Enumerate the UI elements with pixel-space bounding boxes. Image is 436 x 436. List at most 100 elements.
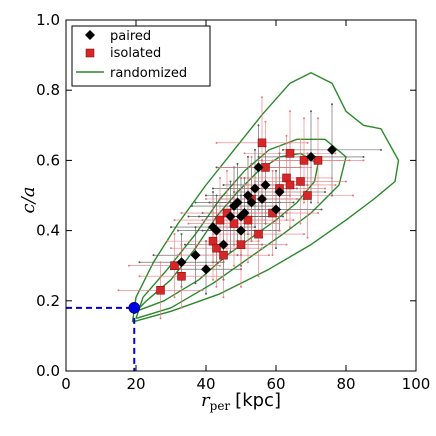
paired-point-13	[246, 197, 257, 208]
isolated-errcap	[292, 219, 295, 222]
isolated-errcap	[173, 233, 176, 236]
isolated-errcap	[212, 201, 214, 204]
x-tick-label: 40	[196, 375, 215, 393]
isolated-errcap	[289, 141, 291, 144]
legend-item-isolated: isolated	[85, 46, 161, 61]
isolated-errcap	[117, 289, 120, 292]
isolated-errcap	[268, 254, 270, 257]
isolated-errcap	[243, 183, 246, 186]
isolated-errcap	[233, 264, 235, 267]
paired-point-10	[236, 225, 246, 236]
isolated-point-23	[313, 156, 323, 165]
isolated-errcap	[233, 187, 235, 190]
isolated-errcap	[299, 138, 302, 141]
legend-label-isolated: isolated	[110, 46, 161, 61]
y-tick-label: 0.2	[36, 292, 60, 310]
isolated-errcap	[299, 222, 302, 225]
paired-errcap	[282, 215, 284, 218]
legend-label-randomized: randomized	[110, 66, 187, 81]
isolated-errcap	[219, 166, 221, 169]
isolated-errcap	[159, 317, 162, 320]
isolated-errcap	[166, 240, 169, 243]
isolated-errcap	[334, 183, 337, 186]
y-tick-label: 0.4	[36, 222, 60, 240]
paired-errcap	[247, 155, 249, 158]
paired-errcap	[138, 261, 141, 264]
isolated-errcap	[219, 261, 221, 264]
isolated-point-2	[177, 271, 186, 281]
paired-errcap	[215, 166, 218, 169]
isolated-errcap	[317, 212, 319, 215]
paired-point-17	[260, 179, 271, 190]
isolated-errcap	[215, 141, 218, 144]
paired-errcap	[191, 205, 193, 208]
isolated-errcap	[173, 296, 176, 299]
isolated-point-22	[303, 191, 312, 200]
isolated-point-21	[299, 156, 309, 165]
isolated-point-8	[229, 219, 239, 228]
paired-errcap	[180, 233, 183, 236]
isolated-errcap	[289, 110, 291, 113]
isolated-point-0	[156, 286, 165, 295]
isolated-errcap	[303, 233, 305, 236]
axis-ticks: 0 20 40 60 80 100 0.0 0.2 0.4 0.6 0.8 1.0	[36, 11, 430, 393]
paired-point-1	[190, 250, 201, 261]
paired-errcap	[275, 169, 277, 172]
paired-errcap	[194, 282, 197, 285]
isolated-errcap	[180, 212, 183, 215]
contour-line-2	[131, 71, 400, 323]
isolated-point-9	[236, 240, 246, 249]
isolated-errcap	[170, 247, 172, 250]
paired-errcap	[201, 229, 204, 232]
isolated-errcap	[201, 289, 204, 292]
isolated-errcap	[250, 155, 253, 158]
isolated-point-19	[285, 180, 295, 190]
paired-errcap	[212, 187, 214, 190]
y-tick-label: 0.6	[36, 151, 60, 169]
x-tick-label: 100	[402, 375, 431, 393]
paired-point-0	[176, 257, 187, 268]
x-axis-sub: per	[210, 399, 231, 413]
isolated-errcap	[233, 180, 235, 183]
legend-box	[71, 25, 211, 87]
isolated-errcap	[331, 176, 333, 179]
y-axis-label: c/a	[18, 187, 39, 214]
paired-errcap	[208, 201, 211, 204]
y-tick-label: 1.0	[36, 11, 60, 29]
isolated-errcap	[250, 240, 253, 243]
paired-errcap	[275, 247, 277, 250]
isolated-errcap	[254, 180, 256, 183]
paired-errcap	[254, 148, 256, 151]
plot-area	[66, 71, 400, 371]
isolated-errcap	[303, 117, 305, 120]
paired-point-5	[218, 239, 229, 250]
isolated-errcap	[194, 243, 197, 246]
paired-errcap	[205, 194, 207, 197]
plot-frame	[65, 19, 417, 372]
paired-point-6	[225, 211, 236, 222]
x-axis-unit: [kpc]	[235, 390, 281, 411]
paired-point-14	[250, 183, 260, 194]
paired-errcap	[198, 215, 200, 218]
paired-point-21	[327, 144, 337, 155]
isolated-errcap	[362, 159, 365, 162]
paired-errcap	[310, 201, 312, 204]
isolated-errcap	[317, 117, 319, 120]
isolated-errcap	[187, 222, 190, 225]
isolated-errcap	[243, 152, 246, 155]
isolated-errcap	[173, 219, 176, 222]
isolated-errcap	[303, 201, 305, 204]
isolated-errcap	[215, 208, 218, 211]
isolated-errcap	[240, 176, 242, 179]
paired-errcap	[362, 155, 365, 158]
isolated-errcap	[310, 166, 312, 169]
isolated-point-5	[215, 215, 225, 225]
isolated-errcap	[345, 180, 347, 183]
x-tick-label: 80	[336, 375, 355, 393]
isolated-errcap	[324, 187, 326, 190]
x-tick-label: 60	[266, 375, 285, 393]
x-axis-label: rper [kpc]	[201, 390, 281, 413]
isolated-errcap	[278, 145, 281, 148]
isolated-errcap	[159, 261, 162, 264]
